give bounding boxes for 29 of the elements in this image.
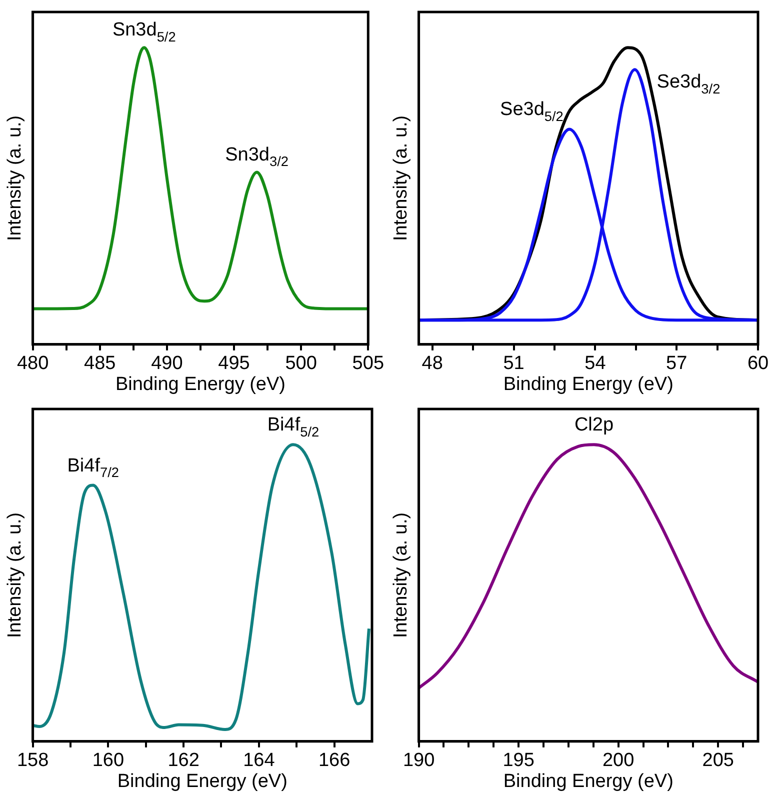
x-tick-label: 160 <box>92 750 124 771</box>
x-axis-title: Binding Energy (eV) <box>503 374 674 395</box>
annotation: Cl2p <box>574 414 614 436</box>
x-tick-label: 54 <box>584 353 606 374</box>
x-tick-label: 505 <box>352 353 384 374</box>
y-axis-title: Intensity (a. u.) <box>4 115 26 242</box>
x-tick-label: 190 <box>402 750 435 771</box>
x-tick-label: 166 <box>318 750 350 771</box>
y-axis-title: Intensity (a. u.) <box>390 512 412 638</box>
x-tick-label: 500 <box>285 353 317 374</box>
x-tick-label: 490 <box>151 353 183 374</box>
y-axis-title: Intensity (a. u.) <box>390 115 412 242</box>
x-tick-label: 158 <box>16 750 49 771</box>
x-axis-title: Binding Energy (eV) <box>117 770 288 792</box>
x-tick-label: 60 <box>747 353 769 374</box>
x-tick-label: 51 <box>503 353 524 374</box>
x-tick-label: 162 <box>168 750 200 771</box>
x-tick-label: 48 <box>422 353 443 374</box>
x-tick-label: 495 <box>218 353 250 374</box>
x-tick-label: 200 <box>602 750 634 771</box>
x-tick-label: 205 <box>702 750 734 771</box>
x-axis-title: Binding Energy (eV) <box>115 374 286 395</box>
x-axis-title: Binding Energy (eV) <box>503 770 674 792</box>
x-tick-label: 195 <box>502 750 534 771</box>
x-tick-label: 485 <box>84 353 116 374</box>
x-tick-label: 480 <box>16 353 49 374</box>
x-tick-label: 57 <box>666 353 688 374</box>
x-tick-label: 164 <box>243 750 276 771</box>
y-axis-title: Intensity (a. u.) <box>4 512 26 638</box>
